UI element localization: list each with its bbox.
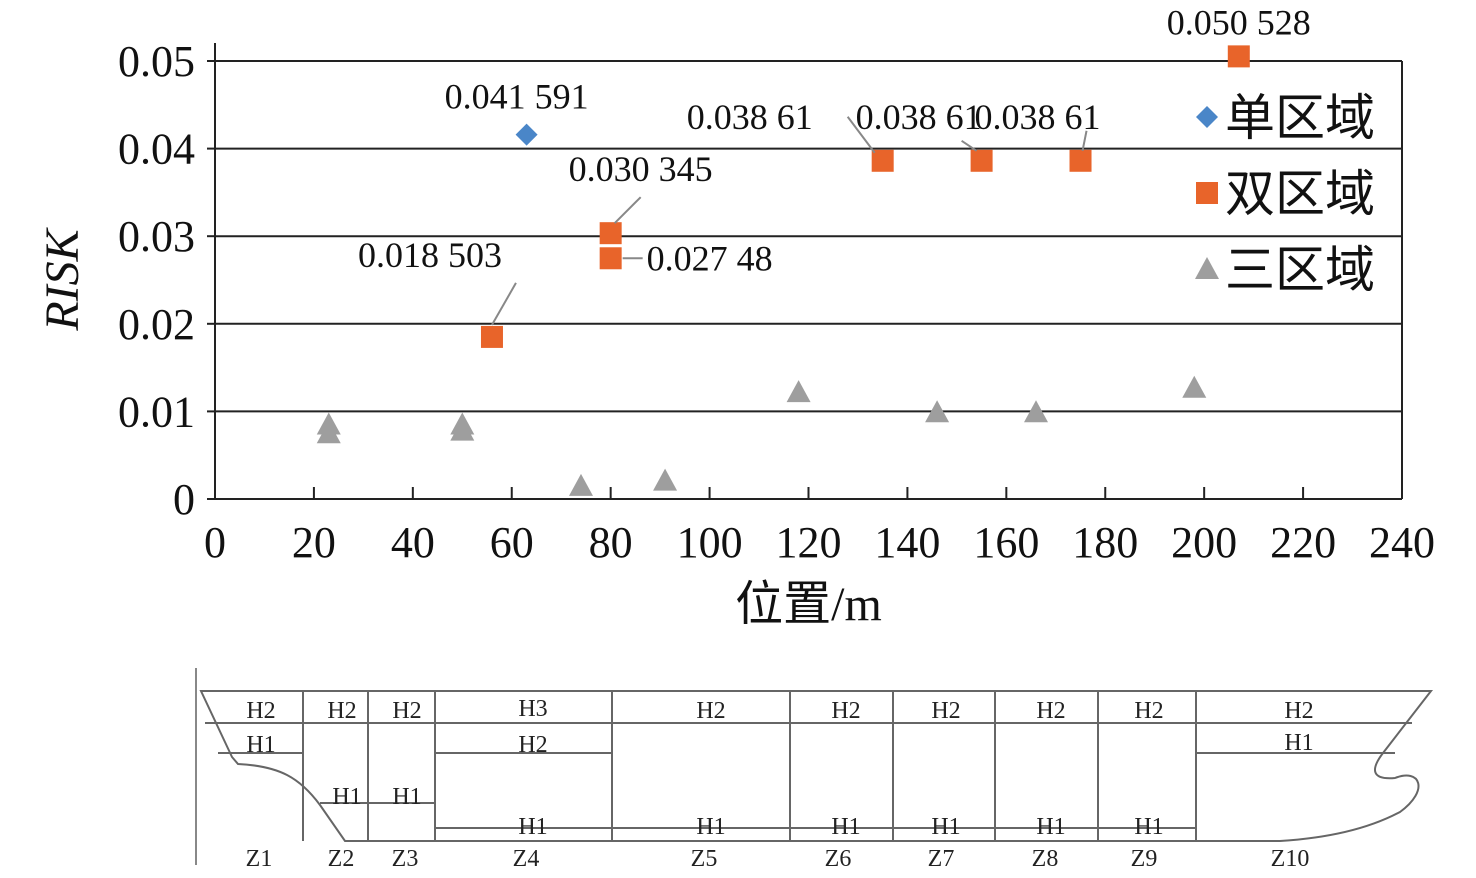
data-label: 0.038 61: [975, 97, 1101, 137]
hull-outline: [199, 690, 1434, 842]
deck-label: H2: [518, 732, 547, 758]
deck-label: H1: [246, 732, 275, 758]
data-label: 0.018 503: [358, 235, 502, 275]
zone-label: Z5: [691, 846, 718, 872]
point-diamond: [515, 123, 538, 146]
x-tick-label: 80: [589, 518, 633, 567]
point-triangle: [568, 473, 593, 496]
data-label: 0.030 345: [569, 149, 713, 189]
x-tick-label: 20: [292, 518, 336, 567]
zone-label: Z3: [392, 846, 419, 872]
data-label-leader: [1081, 130, 1088, 151]
point-diamond: [1196, 106, 1218, 128]
point-square: [599, 247, 622, 270]
point-triangle: [316, 412, 341, 435]
point-triangle: [786, 380, 811, 403]
point-triangle: [925, 400, 950, 423]
x-tick-label: 120: [776, 518, 842, 567]
point-triangle: [1195, 257, 1219, 279]
data-label-leader: [846, 116, 876, 154]
y-tick-label: 0.04: [118, 125, 195, 174]
deck-label: H3: [518, 696, 547, 722]
data-label-leader: [613, 196, 642, 224]
y-tick-label: 0.05: [118, 37, 195, 86]
deck-label: H2: [831, 698, 860, 724]
deck-label: H2: [1134, 698, 1163, 724]
point-triangle: [450, 412, 475, 435]
point-triangle: [1182, 375, 1207, 398]
x-tick-label: 60: [490, 518, 534, 567]
point-square: [970, 149, 993, 172]
zone-label: Z10: [1271, 846, 1310, 872]
data-label: 0.038 61: [856, 97, 982, 137]
deck-label: H1: [518, 814, 547, 840]
point-triangle: [1024, 400, 1049, 423]
zone-label: Z7: [928, 846, 955, 872]
point-square: [599, 222, 622, 245]
y-tick-label: 0.02: [118, 300, 195, 349]
zone-label: Z9: [1131, 846, 1158, 872]
x-tick-label: 0: [204, 518, 226, 567]
data-label-leader: [961, 139, 978, 152]
deck-label: H1: [392, 784, 421, 810]
legend-entry: 双区域: [1225, 165, 1375, 223]
deck-label: H1: [1284, 730, 1313, 756]
point-square: [480, 325, 503, 348]
data-label-leader: [491, 282, 517, 326]
x-tick-label: 140: [874, 518, 940, 567]
x-tick-label: 40: [391, 518, 435, 567]
deck-label: H1: [831, 814, 860, 840]
y-tick-label: 0.01: [118, 387, 195, 436]
x-tick-label: 220: [1270, 518, 1336, 567]
deck-label: H2: [1036, 698, 1065, 724]
x-tick-label: 180: [1072, 518, 1138, 567]
legend-entry: 单区域: [1225, 89, 1375, 147]
point-triangle: [653, 468, 678, 491]
x-tick-label: 100: [677, 518, 743, 567]
deck-label: H2: [931, 698, 960, 724]
y-axis-title: RISK: [36, 226, 89, 331]
x-tick-label: 240: [1369, 518, 1435, 567]
y-tick-label: 0: [173, 475, 195, 524]
deck-label: H1: [1134, 814, 1163, 840]
point-square: [1227, 45, 1250, 68]
deck-label: H2: [1284, 698, 1313, 724]
deck-label: H2: [392, 698, 421, 724]
deck-label: H1: [332, 784, 361, 810]
x-tick-label: 160: [973, 518, 1039, 567]
deck-label: H1: [696, 814, 725, 840]
zone-label: Z4: [513, 846, 540, 872]
ship-zone-diagram: H2 H1 H2 H1 H2 H1 H3 H2 H1 H2 H1 H2 H1 H2 H1 H2 H1 H2 H1 H2…: [195, 668, 1434, 872]
data-label: 0.050 528: [1167, 2, 1311, 42]
point-square: [1196, 182, 1218, 204]
deck-label: H1: [931, 814, 960, 840]
data-label: 0.041 591: [445, 77, 589, 117]
deck-label: H1: [1036, 814, 1065, 840]
zone-label: Z6: [825, 846, 852, 872]
deck-label: H2: [246, 698, 275, 724]
x-axis-title: 位置/m: [735, 578, 882, 631]
legend-entry: 三区域: [1225, 241, 1375, 299]
data-label: 0.038 61: [687, 97, 813, 137]
zone-label: Z2: [328, 846, 355, 872]
deck-label: H2: [327, 698, 356, 724]
deck-label: H2: [696, 698, 725, 724]
zone-label: Z1: [246, 846, 273, 872]
y-tick-label: 0.03: [118, 212, 195, 261]
data-label: 0.027 48: [647, 238, 773, 278]
point-square: [1069, 149, 1092, 172]
plot-area: 0 0.01 0.02 0.03 0.04 0.05 0 20 40 60 80 100 120 140 1…: [36, 2, 1435, 631]
zone-label: Z8: [1032, 846, 1059, 872]
x-tick-label: 200: [1171, 518, 1237, 567]
point-square: [871, 149, 894, 172]
